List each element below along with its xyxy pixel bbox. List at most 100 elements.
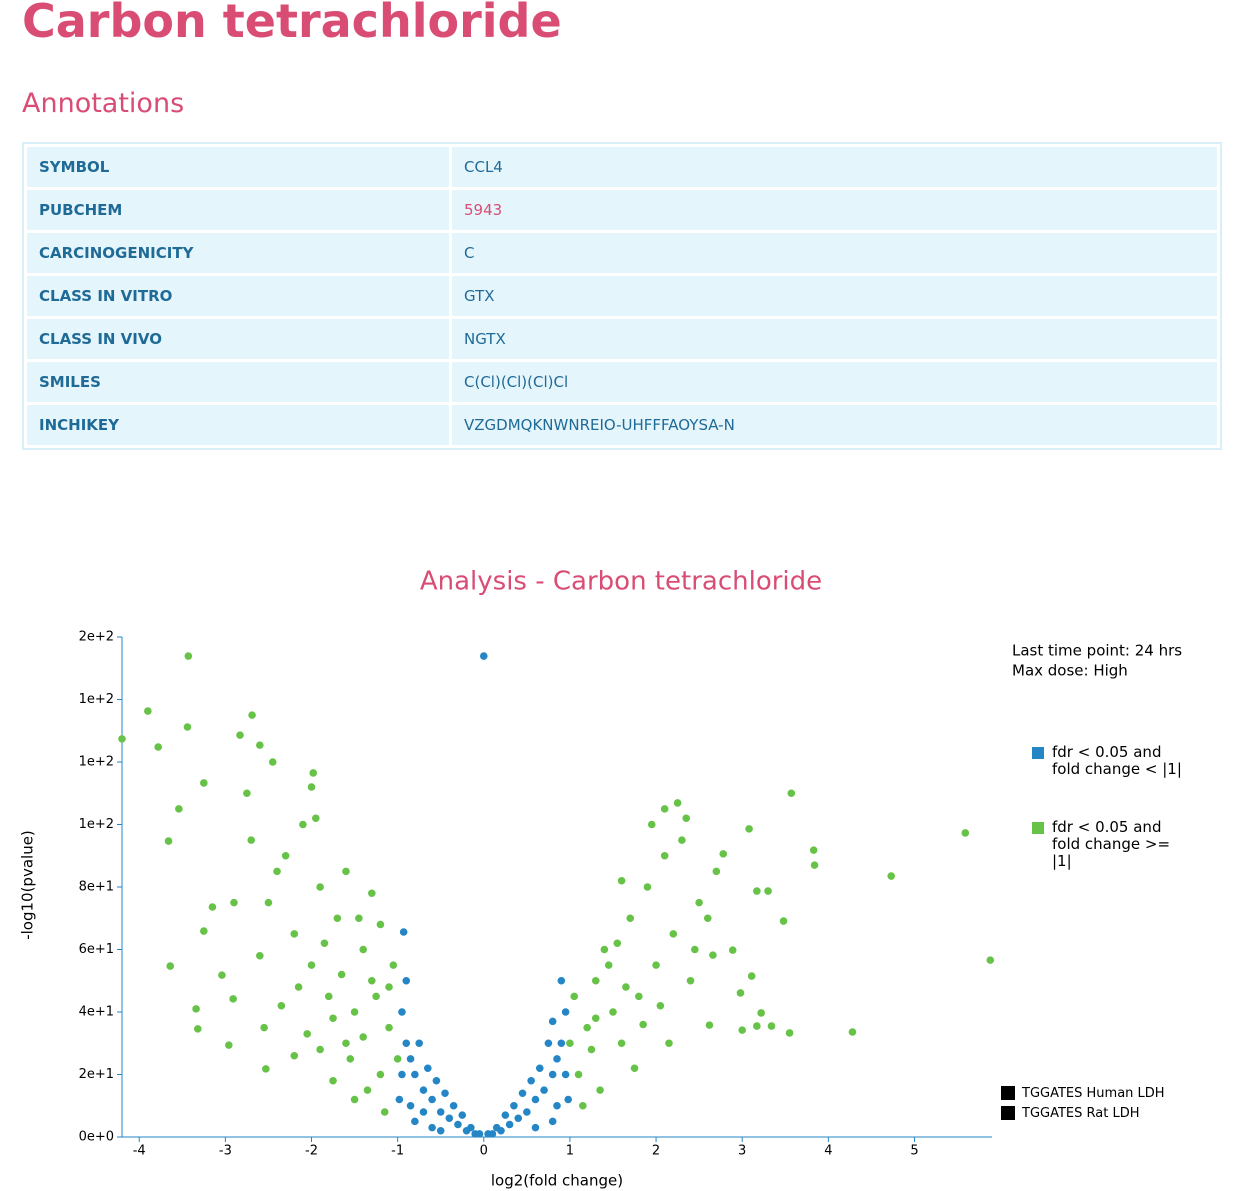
- point: [432, 1076, 441, 1085]
- point: [660, 851, 669, 860]
- point: [678, 836, 686, 844]
- point: [544, 1039, 553, 1048]
- legend-label: fdr < 0.05 and fold change >= |1|: [1052, 818, 1171, 870]
- point: [337, 970, 346, 979]
- point: [622, 983, 630, 991]
- point: [441, 1089, 449, 1098]
- x-tick-label: 5: [910, 1144, 918, 1159]
- x-tick-label: 3: [738, 1144, 746, 1159]
- point: [617, 876, 626, 885]
- y-tick-label: 1e+2: [79, 692, 114, 707]
- point: [591, 1014, 600, 1023]
- page-title: Carbon tetrachloride: [22, 0, 562, 48]
- y-tick-label: 0e+0: [79, 1130, 114, 1145]
- point: [557, 976, 566, 985]
- point: [596, 1086, 604, 1094]
- point: [218, 971, 226, 979]
- point: [682, 814, 691, 823]
- row-key: INCHIKEY: [27, 405, 449, 445]
- row-key: CLASS IN VIVO: [27, 319, 449, 359]
- point: [402, 1039, 411, 1048]
- point: [703, 914, 712, 923]
- x-tick-label: -1: [391, 1144, 404, 1159]
- point: [574, 1070, 583, 1079]
- point: [316, 1045, 324, 1054]
- point: [428, 1123, 436, 1132]
- point: [411, 1117, 419, 1126]
- x-tick-label: 2: [652, 1144, 660, 1159]
- point: [316, 883, 324, 891]
- point: [389, 961, 398, 969]
- row-key: SMILES: [27, 362, 449, 402]
- point: [535, 1064, 544, 1073]
- point: [118, 735, 126, 743]
- section-title: Annotations: [22, 88, 185, 119]
- point: [686, 976, 695, 985]
- point: [376, 1070, 385, 1079]
- point: [557, 1039, 566, 1048]
- point: [753, 887, 761, 895]
- point: [329, 1076, 337, 1085]
- point: [570, 992, 579, 1001]
- point: [467, 1123, 475, 1132]
- point: [617, 1039, 626, 1048]
- point: [260, 1023, 268, 1032]
- point: [290, 930, 299, 938]
- point: [484, 1130, 492, 1138]
- point: [553, 1055, 561, 1063]
- point: [501, 1111, 510, 1119]
- point: [613, 939, 622, 948]
- point: [164, 837, 173, 845]
- point: [458, 1111, 467, 1119]
- point: [564, 1095, 572, 1104]
- x-tick-label: -4: [133, 1144, 146, 1159]
- point: [200, 779, 208, 787]
- point: [848, 1028, 857, 1036]
- y-tick-label: 8e+1: [79, 880, 114, 895]
- row-key: SYMBOL: [27, 147, 449, 187]
- point: [385, 983, 393, 991]
- legend-swatch: [1032, 822, 1044, 834]
- point: [691, 945, 699, 954]
- point: [523, 1108, 531, 1116]
- point: [475, 1130, 484, 1138]
- point: [630, 1064, 639, 1073]
- point: [561, 1008, 570, 1016]
- point: [368, 976, 376, 985]
- point: [669, 930, 678, 938]
- x-tick-label: -3: [219, 1144, 232, 1159]
- point: [281, 851, 290, 860]
- point: [236, 731, 244, 739]
- point: [175, 805, 183, 813]
- point: [342, 1039, 350, 1048]
- point: [510, 1101, 518, 1110]
- point: [268, 758, 277, 766]
- table-row: SMILES C(Cl)(Cl)(Cl)Cl: [27, 362, 1217, 402]
- point: [479, 652, 488, 660]
- point: [290, 1051, 299, 1060]
- x-axis-label: log2(fold change): [491, 1172, 623, 1190]
- y-axis-label: -log10(pvalue): [19, 830, 37, 940]
- point: [355, 914, 363, 923]
- point: [402, 976, 411, 985]
- point: [652, 961, 660, 969]
- point: [154, 743, 162, 751]
- point: [553, 1101, 561, 1110]
- point: [785, 1029, 794, 1037]
- table-row: CLASS IN VITRO GTX: [27, 276, 1217, 316]
- row-value: CCL4: [452, 147, 1217, 187]
- point: [183, 723, 192, 731]
- pubchem-link[interactable]: 5943: [452, 190, 1217, 230]
- point: [609, 1008, 617, 1016]
- point: [736, 989, 745, 997]
- point: [208, 903, 217, 911]
- point: [350, 1095, 359, 1104]
- point: [368, 889, 376, 898]
- point: [363, 1086, 372, 1094]
- point: [350, 1008, 359, 1016]
- x-tick-label: -2: [305, 1144, 318, 1159]
- point: [787, 789, 796, 798]
- point: [398, 1008, 406, 1016]
- point: [262, 1065, 270, 1073]
